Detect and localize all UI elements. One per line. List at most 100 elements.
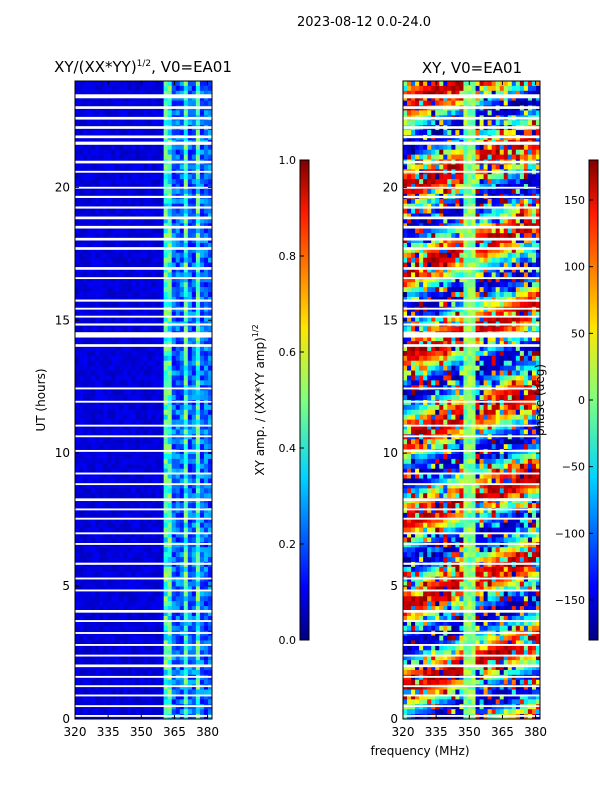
heat-cell bbox=[131, 557, 136, 563]
heat-cell bbox=[188, 479, 193, 485]
heat-cell bbox=[160, 488, 165, 494]
heat-cell bbox=[164, 361, 169, 367]
heat-cell bbox=[79, 253, 84, 259]
heat-cell bbox=[180, 474, 185, 480]
heat-cell bbox=[500, 110, 505, 116]
heat-cell bbox=[115, 366, 120, 372]
heat-cell bbox=[180, 356, 185, 362]
heat-cell bbox=[467, 110, 472, 116]
heat-cell bbox=[127, 591, 132, 597]
heat-cell bbox=[152, 282, 157, 288]
heat-cell bbox=[135, 405, 140, 411]
heat-cell bbox=[192, 680, 197, 686]
heat-cell bbox=[115, 459, 120, 465]
heat-cell bbox=[91, 493, 96, 499]
heat-cell bbox=[192, 395, 197, 401]
heat-cell bbox=[160, 410, 165, 416]
heat-cell bbox=[144, 567, 149, 573]
heat-cell bbox=[180, 557, 185, 563]
heat-cell bbox=[156, 145, 161, 151]
heat-cell bbox=[91, 101, 96, 107]
heat-cell bbox=[87, 130, 92, 136]
heat-cell bbox=[160, 572, 165, 578]
heat-cell bbox=[119, 454, 124, 460]
x-tick-label: 365 bbox=[163, 725, 186, 739]
heat-cell bbox=[184, 361, 189, 367]
heat-cell bbox=[91, 258, 96, 264]
heat-cell bbox=[119, 258, 124, 264]
flagged-band bbox=[75, 705, 212, 707]
heat-cell bbox=[192, 371, 197, 377]
heat-cell bbox=[180, 454, 185, 460]
heat-cell bbox=[115, 645, 120, 651]
heat-cell bbox=[115, 233, 120, 239]
heat-cell bbox=[160, 120, 165, 126]
heat-cell bbox=[188, 547, 193, 553]
heat-cell bbox=[107, 439, 112, 445]
heat-cell bbox=[83, 395, 88, 401]
heat-cell bbox=[164, 488, 169, 494]
heat-cell bbox=[415, 110, 420, 116]
heat-cell bbox=[75, 459, 80, 465]
heat-cell bbox=[87, 454, 92, 460]
heat-cell bbox=[91, 189, 96, 195]
heat-cell bbox=[192, 415, 197, 421]
heat-cell bbox=[87, 415, 92, 421]
flagged-band bbox=[75, 136, 212, 139]
heat-cell bbox=[75, 547, 80, 553]
heat-cell bbox=[87, 145, 92, 151]
heat-cell bbox=[148, 101, 153, 107]
heat-cell bbox=[172, 218, 177, 224]
heat-cell bbox=[160, 503, 165, 509]
heat-cell bbox=[103, 228, 108, 234]
heat-cell bbox=[148, 395, 153, 401]
heat-cell bbox=[75, 395, 80, 401]
heat-cell bbox=[144, 503, 149, 509]
heat-cell bbox=[87, 199, 92, 205]
heat-cell bbox=[139, 405, 144, 411]
heat-cell bbox=[196, 523, 201, 529]
heat-cell bbox=[188, 228, 193, 234]
heat-cell bbox=[184, 375, 189, 381]
heat-cell bbox=[508, 120, 513, 126]
heat-cell bbox=[139, 567, 144, 573]
heat-cell bbox=[87, 155, 92, 161]
heat-cell bbox=[99, 346, 104, 352]
heat-cell bbox=[103, 557, 108, 563]
heat-cell bbox=[119, 356, 124, 362]
heat-cell bbox=[107, 503, 112, 509]
heat-cell bbox=[103, 101, 108, 107]
heat-cell bbox=[168, 351, 173, 357]
heat-cell bbox=[127, 81, 132, 87]
heat-cell bbox=[188, 513, 193, 519]
heat-cell bbox=[91, 596, 96, 602]
heat-cell bbox=[83, 709, 88, 715]
heat-cell bbox=[176, 282, 181, 288]
heat-cell bbox=[91, 523, 96, 529]
heat-cell bbox=[123, 145, 128, 151]
heat-cell bbox=[87, 150, 92, 156]
heat-cell bbox=[83, 86, 88, 92]
heat-cell bbox=[111, 601, 116, 607]
heat-cell bbox=[123, 253, 128, 259]
heat-cell bbox=[168, 493, 173, 499]
heat-cell bbox=[131, 547, 136, 553]
heat-cell bbox=[139, 258, 144, 264]
heat-cell bbox=[123, 415, 128, 421]
heat-cell bbox=[496, 86, 501, 92]
heat-cell bbox=[200, 81, 205, 87]
heat-cell bbox=[148, 209, 153, 215]
heat-cell bbox=[492, 81, 497, 87]
heat-cell bbox=[188, 410, 193, 416]
heat-cell bbox=[103, 130, 108, 136]
heat-cell bbox=[135, 454, 140, 460]
heat-cell bbox=[463, 86, 468, 92]
flagged-band bbox=[75, 715, 212, 717]
heat-cell bbox=[407, 81, 412, 87]
heat-cell bbox=[172, 552, 177, 558]
heat-cell bbox=[144, 189, 149, 195]
heat-cell bbox=[172, 636, 177, 642]
heat-cell bbox=[79, 636, 84, 642]
heat-cell bbox=[152, 474, 157, 480]
heat-cell bbox=[192, 645, 197, 651]
